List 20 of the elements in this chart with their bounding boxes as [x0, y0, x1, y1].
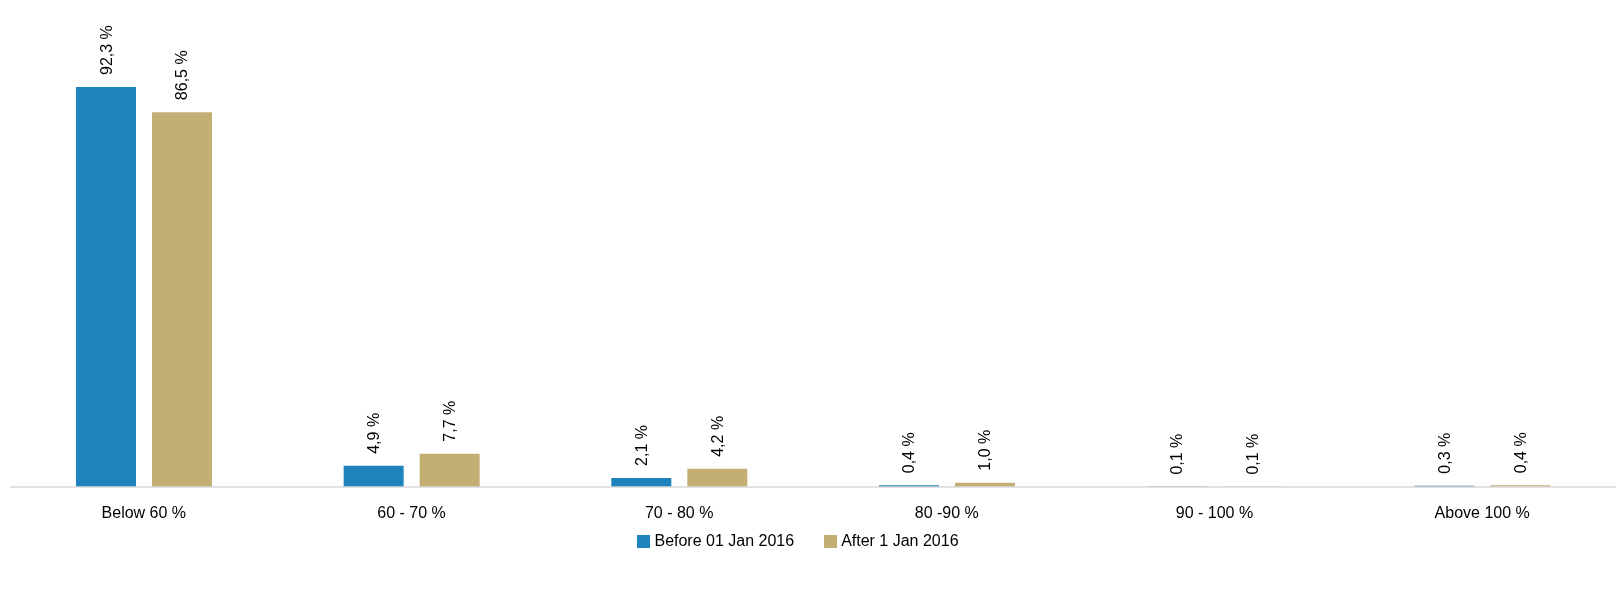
- x-tick-label: 80 -90 %: [914, 504, 979, 522]
- data-label: 4,9 %: [365, 412, 383, 454]
- x-tick-label: 60 - 70 %: [377, 504, 446, 522]
- x-tick-label: 70 - 80 %: [644, 504, 714, 522]
- data-label: 2,1 %: [632, 424, 650, 466]
- data-label: 4,2 %: [708, 415, 726, 457]
- x-tick-label: 90 - 100 %: [1175, 504, 1254, 522]
- data-label: 0,1 %: [1168, 433, 1186, 475]
- data-label: 0,3 %: [1435, 432, 1453, 474]
- x-tick-label: Below 60 %: [101, 504, 187, 522]
- data-label: 0,4 %: [1511, 432, 1529, 474]
- x-tick-label: Above 100 %: [1434, 504, 1530, 522]
- data-label: 1,0 %: [976, 429, 994, 471]
- data-label: 92,3 %: [97, 25, 115, 75]
- legend-label: Before 01 Jan 2016: [654, 532, 795, 549]
- data-label: 86,5 %: [173, 50, 191, 101]
- legend-label: After 1 Jan 2016: [841, 532, 959, 549]
- data-label: 0,1 %: [1244, 433, 1262, 475]
- data-label: 0,4 %: [900, 432, 918, 474]
- data-label: 7,7 %: [441, 400, 459, 442]
